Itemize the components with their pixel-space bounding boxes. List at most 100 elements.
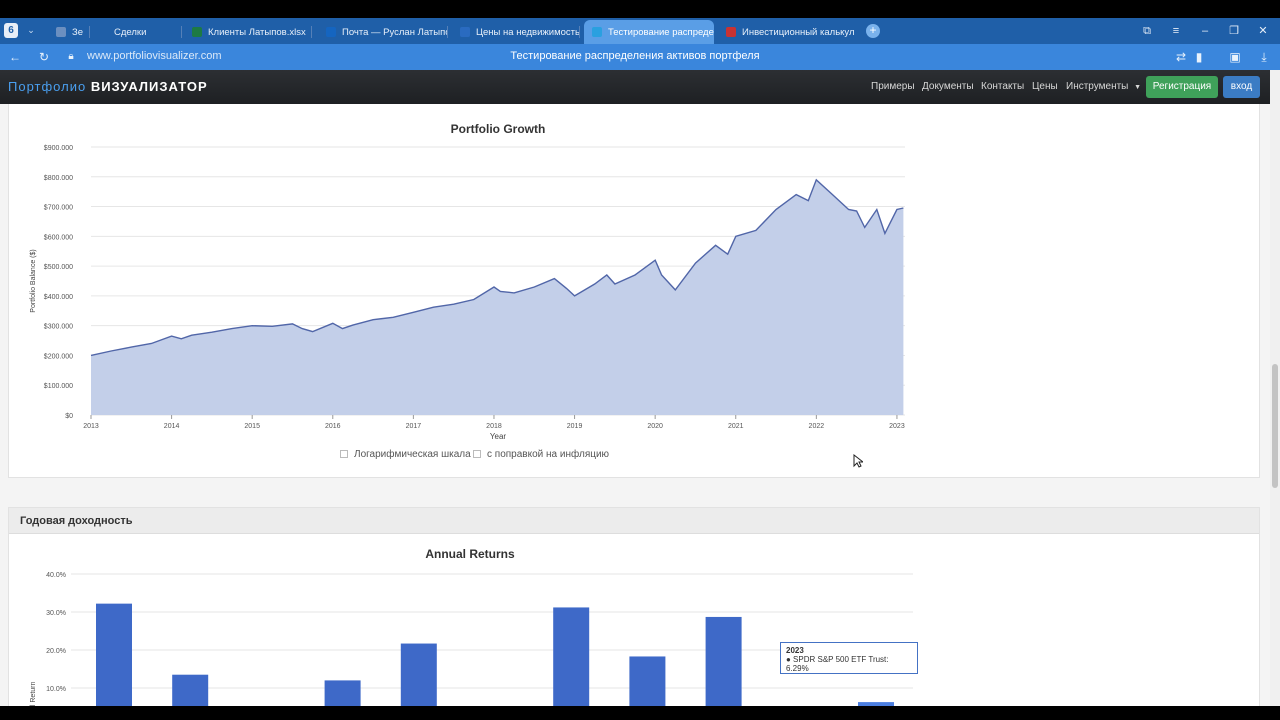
tab-label: Клиенты Латыпов.xlsx bbox=[208, 26, 306, 38]
url-field[interactable]: www.portfoliovisualizer.com bbox=[87, 50, 222, 62]
nav-tools[interactable]: Инструменты ▼ bbox=[1066, 81, 1141, 92]
nav-pricing[interactable]: Цены bbox=[1032, 81, 1058, 92]
reader-icon[interactable]: ▣ bbox=[1229, 50, 1241, 64]
caret-down-icon: ▼ bbox=[1134, 84, 1142, 91]
tooltip-text: ● SPDR S&P 500 ETF Trust: 6.29% bbox=[786, 655, 889, 673]
tab-5[interactable]: Цены на недвижимость в bbox=[452, 20, 580, 44]
inflation-checkbox[interactable] bbox=[473, 450, 481, 458]
bar-2016 bbox=[324, 680, 361, 706]
download-icon[interactable]: ⤓ bbox=[1261, 50, 1267, 64]
maximize-button[interactable]: ❐ bbox=[1229, 25, 1239, 37]
log-scale-label: Логарифмическая шкала bbox=[354, 449, 471, 460]
outlook-icon bbox=[326, 27, 336, 37]
growth-line bbox=[90, 178, 904, 357]
y-tick-label: $700.000 bbox=[44, 205, 73, 212]
minimize-button[interactable]: – bbox=[1201, 25, 1209, 37]
x-tick-label: 2016 bbox=[325, 423, 341, 430]
nav-tools-label: Инструменты bbox=[1066, 81, 1129, 92]
y-tick-label: $500.000 bbox=[44, 264, 73, 271]
bookmark-icon[interactable]: ▮ bbox=[1195, 50, 1203, 64]
page-content: Portfolio Growth $0 $100.000 $200.000 $300.0… bbox=[0, 104, 1270, 706]
x-tick-label: 2015 bbox=[244, 423, 260, 430]
login-button[interactable]: вход bbox=[1223, 76, 1260, 98]
y-tick-label: $600.000 bbox=[44, 234, 73, 241]
x-tick-label: 2023 bbox=[889, 423, 905, 430]
annual-returns-header: Годовая доходность bbox=[9, 508, 1259, 534]
tab-label: Зе bbox=[72, 26, 84, 38]
new-tab-button[interactable]: + bbox=[866, 24, 880, 38]
x-axis-label: Year bbox=[490, 432, 507, 441]
lock-icon[interactable]: 🔒︎ bbox=[68, 51, 74, 62]
x-tick-label: 2018 bbox=[486, 423, 502, 430]
workspace-badge[interactable]: 6 bbox=[4, 23, 18, 38]
log-scale-checkbox[interactable] bbox=[340, 450, 348, 458]
register-button[interactable]: Регистрация bbox=[1146, 76, 1218, 98]
y-tick-label: $100.000 bbox=[44, 383, 73, 390]
bar-2020 bbox=[629, 656, 666, 706]
tab-strip: 6 ⌄ Зе Сделки Клиенты Латыпов.xlsx Почта… bbox=[0, 18, 1280, 44]
tab-label: Инвестиционный калькул bbox=[742, 26, 854, 38]
chart-title: Annual Returns bbox=[425, 547, 515, 561]
bar-2021 bbox=[705, 616, 742, 706]
annual-returns-panel: Годовая доходность Annual Returns0.0%10.… bbox=[8, 507, 1260, 706]
tab-label: Цены на недвижимость в bbox=[476, 26, 580, 38]
portfolio-growth-chart: Portfolio Growth $0 $100.000 $200.000 $300.0… bbox=[30, 122, 905, 441]
nav-contacts[interactable]: Контакты bbox=[981, 81, 1025, 92]
address-bar: ← ↻ 🔒︎ www.portfoliovisualizer.com Тести… bbox=[0, 44, 1280, 70]
brand-part1: Портфолио bbox=[8, 79, 87, 94]
nav-examples[interactable]: Примеры bbox=[871, 81, 915, 92]
tab-favicon bbox=[98, 27, 108, 37]
y-tick-label: 30.0% bbox=[46, 610, 66, 617]
page-scrollbar[interactable] bbox=[1270, 70, 1280, 706]
site-navbar: Портфолио ВИЗУАЛИЗАТОР Примеры Документы… bbox=[0, 70, 1270, 104]
inflation-option[interactable]: с поправкой на инфляцию bbox=[473, 449, 609, 460]
tooltip-year: 2023 bbox=[786, 646, 804, 655]
portfolio-growth-panel: Portfolio Growth $0 $100.000 $200.000 $300.0… bbox=[8, 104, 1260, 478]
x-tick-label: 2020 bbox=[647, 423, 663, 430]
bar-2017 bbox=[400, 643, 437, 706]
y-axis-label: Portfolio Balance ($) bbox=[30, 249, 37, 312]
y-axis-label: Annual Return bbox=[30, 682, 37, 706]
tab-4[interactable]: Почта — Руслан Латыпов bbox=[318, 20, 448, 44]
tab-favicon bbox=[726, 27, 736, 37]
tab-label: Сделки bbox=[114, 26, 147, 38]
tab-1[interactable]: Зе bbox=[48, 20, 90, 44]
collections-icon[interactable]: ⧉ bbox=[1143, 25, 1151, 37]
reload-button[interactable]: ↻ bbox=[38, 50, 50, 64]
log-scale-option[interactable]: Логарифмическая шкала bbox=[340, 449, 471, 460]
menu-icon[interactable]: ≡ bbox=[1172, 25, 1180, 37]
tab-2[interactable]: Сделки bbox=[90, 20, 182, 44]
mouse-cursor-icon bbox=[853, 454, 863, 468]
y-tick-label: 40.0% bbox=[46, 572, 66, 579]
tab-favicon bbox=[460, 27, 470, 37]
site-logo[interactable]: Портфолио ВИЗУАЛИЗАТОР bbox=[8, 79, 208, 94]
chevron-down-icon[interactable]: ⌄ bbox=[27, 25, 35, 35]
y-tick-label: $800.000 bbox=[44, 175, 73, 182]
back-button[interactable]: ← bbox=[9, 50, 21, 64]
x-tick-label: 2022 bbox=[809, 423, 825, 430]
excel-icon bbox=[192, 27, 202, 37]
bar-2013 bbox=[96, 603, 132, 706]
x-tick-label: 2021 bbox=[728, 423, 744, 430]
bar-2019 bbox=[553, 607, 590, 706]
tab-7[interactable]: Инвестиционный калькул bbox=[718, 20, 854, 44]
tab-active[interactable]: Тестирование распреде bbox=[584, 20, 714, 44]
close-button[interactable]: ✕ bbox=[1258, 25, 1268, 37]
chart-title: Portfolio Growth bbox=[451, 122, 546, 136]
inflation-label: с поправкой на инфляцию bbox=[487, 449, 610, 460]
y-tick-label: $400.000 bbox=[44, 294, 73, 301]
annual-returns-heading: Годовая доходность bbox=[20, 515, 133, 527]
x-tick-label: 2019 bbox=[567, 423, 583, 430]
tab-3[interactable]: Клиенты Латыпов.xlsx bbox=[184, 20, 312, 44]
annual-returns-chart: Annual Returns0.0%10.0%20.0%30.0%40.0%An… bbox=[30, 547, 913, 706]
bar-2023 bbox=[858, 702, 894, 706]
x-tick-label: 2017 bbox=[406, 423, 422, 430]
x-tick-label: 2013 bbox=[83, 423, 99, 430]
portfolio-visualizer-icon bbox=[592, 27, 602, 37]
tab-favicon bbox=[56, 27, 66, 37]
y-tick-label: 20.0% bbox=[46, 648, 66, 655]
y-tick-label: $0 bbox=[65, 413, 73, 420]
scrollbar-thumb[interactable] bbox=[1272, 364, 1278, 488]
nav-documents[interactable]: Документы bbox=[922, 81, 974, 92]
translate-icon[interactable]: ⇄ bbox=[1175, 50, 1187, 64]
